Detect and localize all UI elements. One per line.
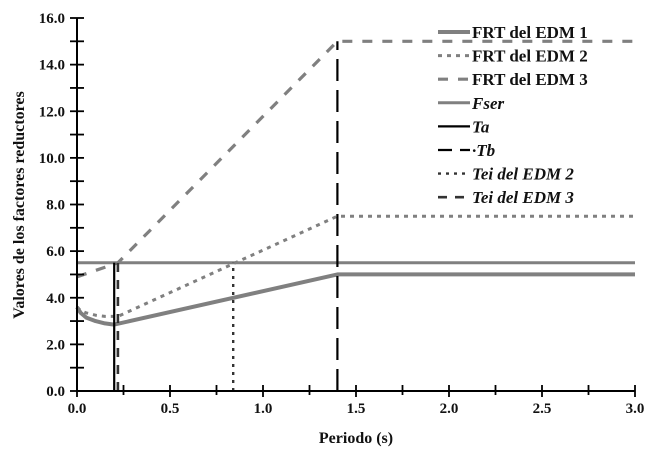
x-tick-label: 0.5 bbox=[161, 401, 180, 417]
legend-label: Tei del EDM 3 bbox=[472, 188, 574, 207]
x-axis-title: Periodo (s) bbox=[319, 430, 393, 447]
x-tick-label: 1.0 bbox=[254, 401, 273, 417]
y-tick-label: 4.0 bbox=[46, 291, 65, 307]
x-tick-label: 1.5 bbox=[347, 401, 366, 417]
legend-item-tb: ·Tb bbox=[438, 141, 495, 160]
x-tick-label: 3.0 bbox=[626, 401, 645, 417]
y-tick-label: 6.0 bbox=[46, 244, 65, 260]
y-tick-label: 12.0 bbox=[39, 104, 65, 120]
legend-label: FRT del EDM 3 bbox=[472, 70, 588, 89]
legend-item-fser: Fser bbox=[438, 94, 505, 113]
legend-item-frt-del-edm-2: FRT del EDM 2 bbox=[438, 47, 588, 66]
y-tick-label: 2.0 bbox=[46, 337, 65, 353]
legend-item-frt-del-edm-1: FRT del EDM 1 bbox=[438, 23, 588, 42]
legend-label: FRT del EDM 2 bbox=[472, 47, 588, 66]
x-tick-label: 2.0 bbox=[440, 401, 459, 417]
legend-label: Tei del EDM 2 bbox=[472, 165, 574, 184]
axes-layer bbox=[70, 17, 636, 397]
legend-item-frt-del-edm-3: FRT del EDM 3 bbox=[438, 70, 588, 89]
y-tick-label: 10.0 bbox=[39, 151, 65, 167]
legend-label: Ta bbox=[472, 117, 490, 136]
legend-item-tei-del-edm-2: Tei del EDM 2 bbox=[438, 165, 574, 184]
x-tick-label: 2.5 bbox=[533, 401, 552, 417]
y-tick-label: 14.0 bbox=[39, 58, 65, 74]
legend-label: FRT del EDM 1 bbox=[472, 23, 588, 42]
legend-item-tei-del-edm-3: Tei del EDM 3 bbox=[438, 188, 574, 207]
legend-item-ta: Ta bbox=[438, 117, 490, 136]
series-layer bbox=[75, 39, 635, 391]
x-tick-label: 0.0 bbox=[68, 401, 87, 417]
legend-label: ·Tb bbox=[472, 141, 495, 160]
legend-label: Fser bbox=[471, 94, 505, 113]
y-tick-label: 16.0 bbox=[39, 11, 65, 27]
legend: FRT del EDM 1 FRT del EDM 2 FRT del EDM 3 F… bbox=[438, 23, 588, 207]
y-tick-label: 8.0 bbox=[46, 198, 65, 214]
tick-labels: 0.0 0.5 1.0 1.5 2.0 2.5 3.0 0.0 2.0 4.0 6.0 8.0 10.0… bbox=[39, 11, 645, 417]
y-tick-label: 0.0 bbox=[46, 384, 65, 400]
series-frt-del-edm-3 bbox=[76, 39, 635, 279]
series-frt-del-edm-2 bbox=[75, 214, 635, 318]
series-frt-del-edm-1 bbox=[75, 272, 635, 327]
y-axis-title: Valores de los factores reductores bbox=[11, 91, 28, 319]
